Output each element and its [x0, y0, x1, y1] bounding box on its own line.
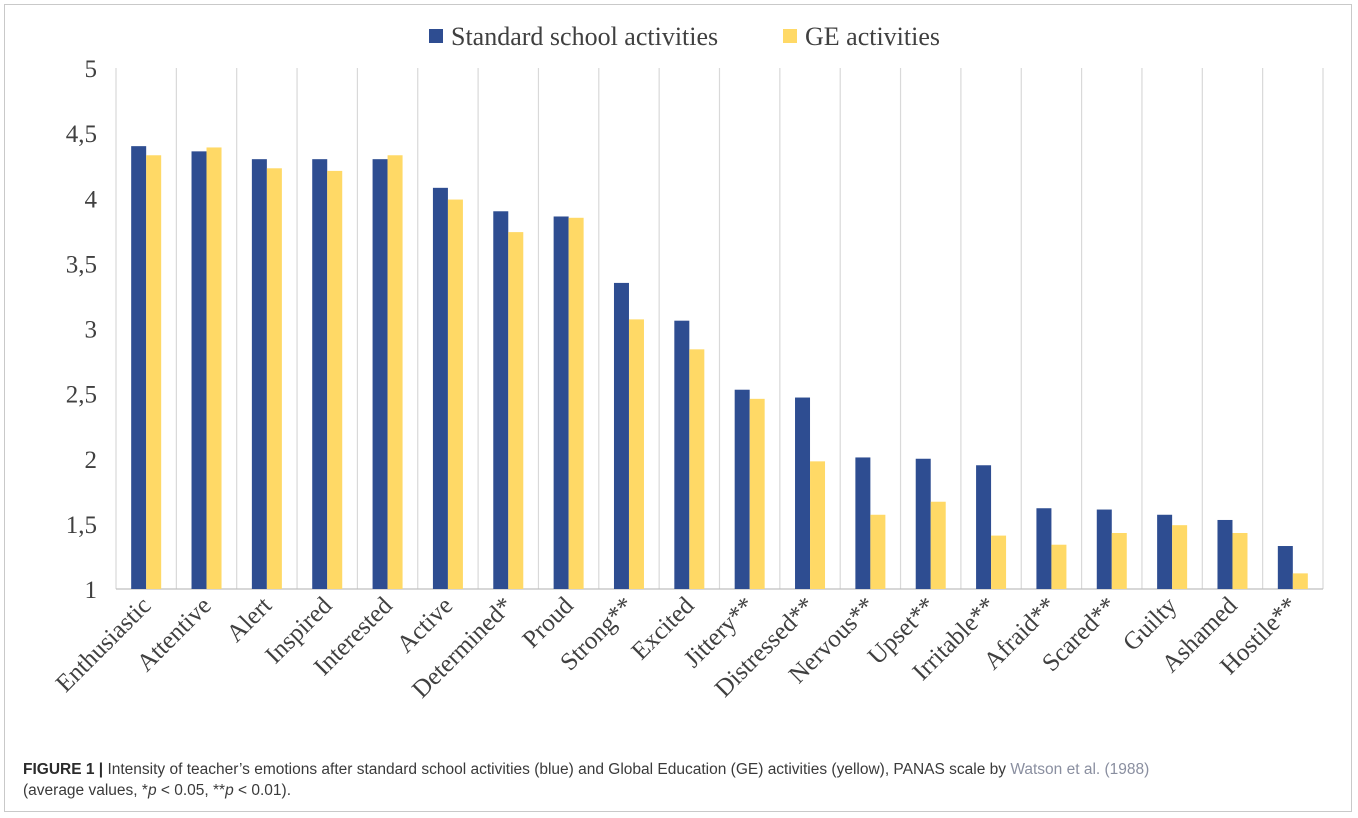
caption-text: Intensity of teacher’s emotions after st… — [103, 761, 1011, 778]
figure-caption: FIGURE 1 | Intensity of teacher’s emotio… — [23, 759, 1338, 801]
bar-ge — [447, 199, 463, 590]
y-tick-label: 2 — [85, 447, 98, 474]
bar-ge — [1232, 532, 1248, 589]
bar-ge — [387, 155, 403, 589]
bar-standard — [312, 159, 328, 590]
y-tick-label: 3,5 — [66, 251, 97, 278]
bar-ge — [628, 319, 644, 589]
caption-text-tail-a: (average values, * — [23, 782, 148, 799]
bar-ge — [206, 147, 222, 589]
bar-standard — [1036, 508, 1052, 589]
bar-ge — [689, 349, 705, 589]
bar-ge — [870, 514, 886, 589]
bar-ge — [930, 501, 946, 589]
bar-ge — [146, 155, 162, 589]
y-tick-label: 1,5 — [66, 512, 97, 539]
bar-standard — [191, 151, 207, 590]
bar-standard — [1096, 509, 1112, 589]
figure-frame: 1 1,5 2 2,5 3 3,5 4 4,5 5 Enthusiastic Attentive Al… — [4, 4, 1352, 812]
caption-citation-link[interactable]: Watson et al. (1988) — [1010, 761, 1150, 778]
caption-text-tail-c: < 0.01). — [233, 782, 292, 799]
bar-ge — [266, 168, 282, 590]
bar-standard — [795, 397, 811, 589]
caption-label: FIGURE 1 | — [23, 761, 104, 778]
bar-standard — [734, 389, 750, 589]
bar-standard — [976, 465, 992, 589]
bar-ge — [1111, 532, 1127, 589]
bar-standard — [131, 146, 147, 589]
bar-standard — [1217, 519, 1233, 589]
caption-p-symbol-2: p — [225, 782, 234, 799]
y-tick-label: 4 — [85, 186, 98, 213]
y-tick-label: 4,5 — [66, 121, 97, 148]
legend-swatch-ge — [783, 29, 797, 43]
bar-standard — [251, 159, 267, 590]
bar-ge — [1051, 544, 1067, 589]
bar-ge — [1292, 573, 1308, 589]
bar-standard — [1157, 514, 1173, 589]
legend-swatch-standard — [429, 29, 443, 43]
y-tick-label: 5 — [85, 56, 98, 83]
bar-ge — [749, 398, 765, 589]
bar-standard — [432, 187, 448, 589]
bar-ge — [1172, 525, 1188, 589]
bar-standard — [855, 457, 871, 589]
legend-label-standard: Standard school activities — [451, 22, 718, 51]
legend-label-ge: GE activities — [805, 22, 940, 51]
caption-p-symbol-1: p — [147, 782, 157, 799]
bar-standard — [674, 320, 690, 589]
bar-ge — [810, 461, 826, 589]
y-tick-label: 1 — [85, 577, 98, 604]
bar-standard — [493, 211, 509, 589]
x-tick-label: Enthusiastic — [51, 592, 157, 698]
bar-standard — [553, 216, 569, 590]
bar-standard — [1277, 546, 1293, 589]
chart-area: 1 1,5 2 2,5 3 3,5 4 4,5 5 Enthusiastic Attentive Al… — [5, 5, 1353, 740]
bar-standard — [915, 458, 931, 589]
bar-ge — [568, 217, 584, 589]
bar-standard — [372, 159, 388, 590]
bar-ge — [508, 232, 524, 590]
caption-text-tail-b: < 0.05, ** — [156, 782, 226, 799]
bar-ge — [327, 170, 343, 589]
bar-standard — [613, 282, 629, 589]
x-tick-label: Alert — [222, 592, 277, 647]
bar-ge — [991, 535, 1007, 589]
y-tick-label: 3 — [85, 317, 98, 344]
y-tick-label: 2,5 — [66, 382, 97, 409]
